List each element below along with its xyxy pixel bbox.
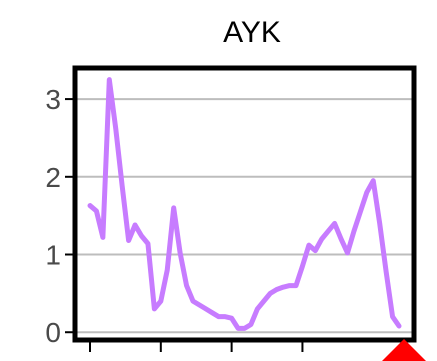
annotations: [382, 339, 426, 361]
triangle-marker-icon: [382, 339, 426, 361]
y-axis: 0 1 2 3: [45, 84, 75, 348]
chart-title: AYK: [223, 16, 281, 49]
series-group: [87, 77, 402, 331]
y-tick-label-3: 3: [45, 84, 61, 115]
grid-lines: [75, 98, 414, 334]
y-tick-label-1: 1: [45, 240, 61, 271]
plot-frame: [72, 65, 417, 343]
y-tick-label-0: 0: [45, 317, 61, 348]
y-tick-label-2: 2: [45, 162, 61, 193]
series-line-0: [87, 77, 402, 331]
